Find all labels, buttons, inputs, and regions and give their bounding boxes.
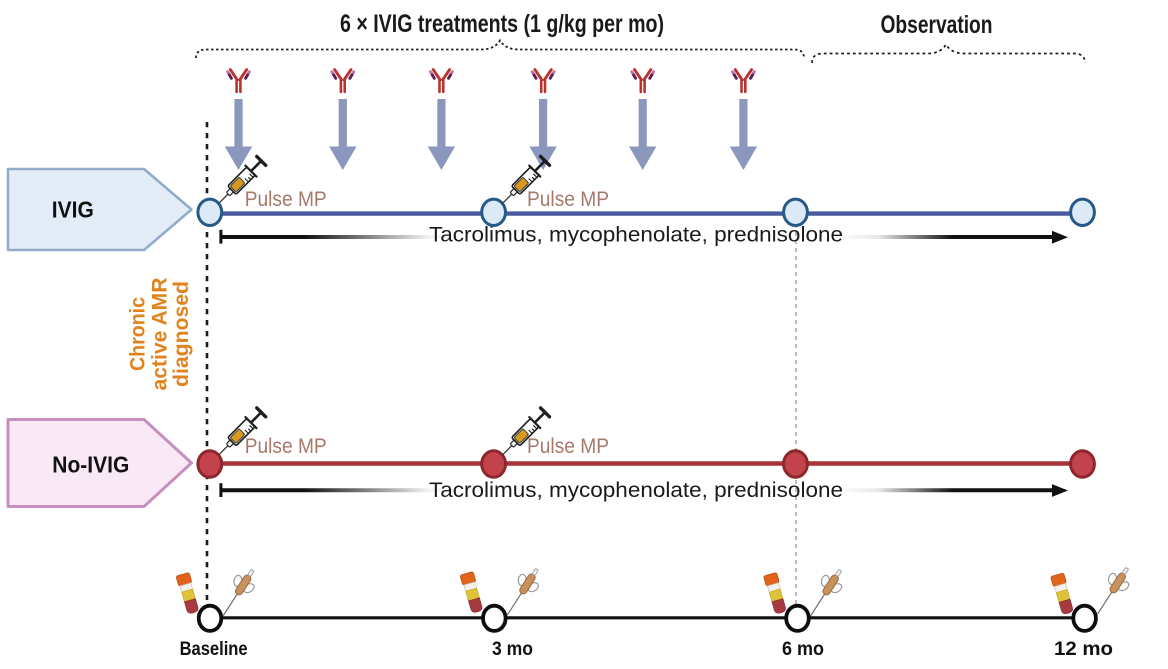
svg-text:Pulse MP: Pulse MP: [527, 188, 609, 211]
svg-text:diagnosed: diagnosed: [170, 281, 193, 387]
svg-text:Tacrolimus, mycophenolate, pre: Tacrolimus, mycophenolate, prednisolone: [429, 479, 843, 502]
svg-text:3 mo: 3 mo: [492, 639, 533, 660]
svg-text:6 mo: 6 mo: [782, 639, 824, 660]
svg-text:Observation: Observation: [881, 11, 993, 39]
svg-text:No-IVIG: No-IVIG: [52, 452, 129, 478]
svg-text:Pulse MP: Pulse MP: [245, 188, 327, 211]
svg-text:12 mo: 12 mo: [1054, 639, 1113, 660]
svg-text:Pulse MP: Pulse MP: [245, 435, 327, 458]
svg-text:6 × IVIG treatments (1 g/kg pe: 6 × IVIG treatments (1 g/kg per mo): [340, 10, 664, 38]
svg-text:Tacrolimus, mycophenolate, pre: Tacrolimus, mycophenolate, prednisolone: [429, 224, 843, 247]
svg-text:Chronic: Chronic: [127, 297, 150, 371]
svg-text:IVIG: IVIG: [52, 197, 94, 223]
svg-text:active AMR: active AMR: [148, 278, 171, 391]
svg-text:Baseline: Baseline: [180, 639, 248, 660]
svg-text:Pulse MP: Pulse MP: [527, 435, 609, 458]
